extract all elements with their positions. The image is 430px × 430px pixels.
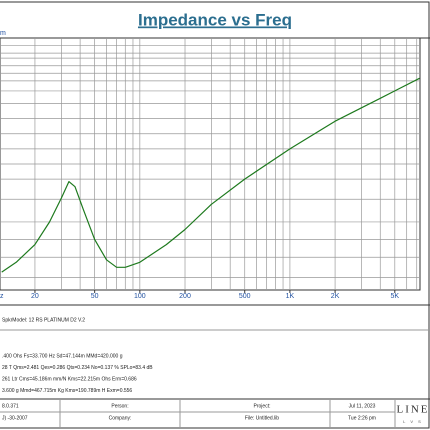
info-cell: Project: bbox=[254, 403, 271, 409]
x-tick-label: 5K bbox=[391, 293, 400, 300]
x-tick-label: 20 bbox=[31, 293, 39, 300]
logo: LINE bbox=[396, 404, 429, 416]
info-cell: Tue 2:26 pm bbox=[348, 415, 376, 421]
info-cell: Company: bbox=[109, 415, 132, 421]
speaker-parameter: 3.600 g Mmd=467.715m Kg Kms=190.789m H E… bbox=[2, 388, 132, 394]
impedance-line bbox=[1, 77, 420, 273]
logo-sub: L V S bbox=[403, 419, 423, 424]
speaker-parameter: .400 Ohs Fs=33.700 Hz Sd=47.144m MMd=420… bbox=[2, 353, 123, 359]
x-tick-label: 100 bbox=[134, 293, 146, 300]
info-cell: File: Untitled.lib bbox=[245, 415, 279, 421]
info-cell: 8.0.371 bbox=[2, 403, 19, 409]
speaker-parameter: 261 Ltr Cms=45.186m mm/N Kms=22.215m Ohs… bbox=[2, 376, 137, 382]
y-axis-label: m bbox=[0, 30, 6, 37]
info-cell: Person: bbox=[111, 403, 128, 409]
x-tick-label: 200 bbox=[179, 293, 191, 300]
speaker-parameter: 28 T Qms=2.481 Qes=0.286 Qts=0.234 No=0.… bbox=[2, 365, 153, 371]
info-cell: J) -30-2007 bbox=[2, 415, 28, 421]
info-cell: Jul 11, 2023 bbox=[349, 403, 376, 409]
x-tick-label: 2K bbox=[331, 293, 340, 300]
x-axis-label: z bbox=[0, 293, 4, 300]
chart-title: Impedance vs Freq bbox=[138, 10, 292, 29]
x-tick-label: 1K bbox=[286, 293, 295, 300]
x-tick-label: 500 bbox=[239, 293, 251, 300]
speaker-model: SpkrModel: 12 RS PLATINUM D2 V.2 bbox=[2, 317, 85, 323]
x-tick-label: 50 bbox=[91, 293, 99, 300]
